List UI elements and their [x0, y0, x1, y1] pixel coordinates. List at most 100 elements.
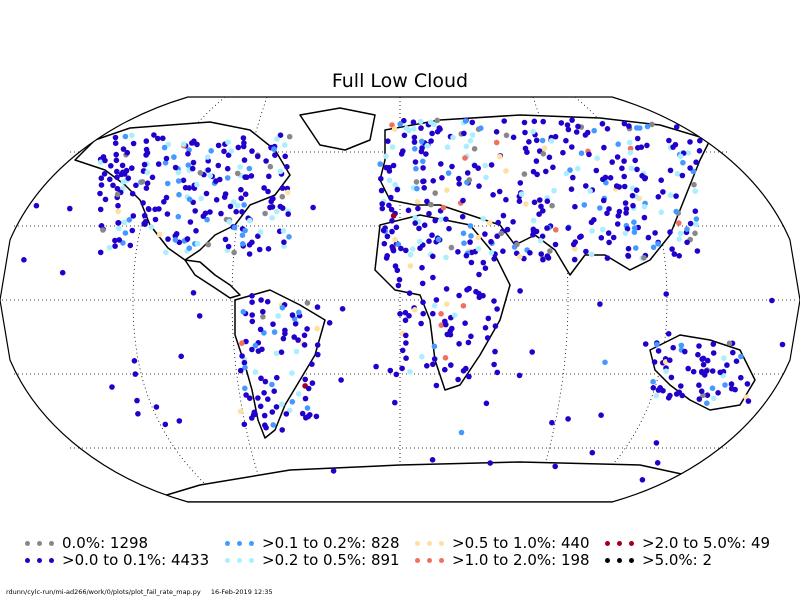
station-marker — [644, 142, 650, 149]
station-marker — [426, 210, 432, 217]
station-marker — [431, 343, 438, 350]
station-marker — [468, 333, 474, 340]
station-marker — [674, 171, 681, 177]
station-marker — [403, 355, 409, 362]
station-marker — [552, 133, 559, 140]
station-marker — [514, 241, 520, 248]
station-marker — [431, 302, 438, 309]
station-marker — [116, 225, 122, 232]
station-marker — [443, 254, 449, 261]
station-marker — [213, 197, 220, 203]
station-marker — [654, 341, 660, 348]
station-marker — [627, 149, 634, 156]
station-marker — [491, 298, 497, 304]
station-marker — [433, 297, 440, 303]
station-marker — [403, 332, 409, 339]
legend-marker — [222, 556, 256, 566]
station-marker — [610, 234, 617, 241]
station-marker — [389, 244, 396, 250]
station-marker — [133, 182, 139, 189]
station-marker — [377, 161, 384, 167]
station-marker — [275, 313, 282, 319]
station-marker — [584, 129, 591, 136]
station-marker — [131, 358, 138, 364]
station-marker — [230, 199, 237, 205]
station-marker — [521, 119, 528, 126]
station-marker — [397, 121, 404, 127]
station-marker — [249, 312, 255, 318]
station-marker — [577, 234, 583, 240]
station-marker — [413, 179, 420, 185]
station-marker — [129, 227, 136, 234]
station-marker — [602, 174, 609, 181]
station-marker — [724, 362, 730, 368]
station-marker — [430, 253, 436, 260]
station-marker — [730, 349, 736, 356]
station-marker — [527, 250, 533, 256]
station-marker — [407, 369, 413, 375]
station-marker — [186, 185, 192, 191]
station-marker — [225, 243, 232, 250]
station-marker — [614, 154, 621, 160]
station-marker — [144, 169, 151, 176]
station-marker — [140, 200, 146, 206]
station-marker — [279, 427, 286, 433]
station-marker — [135, 411, 141, 417]
station-marker — [378, 175, 384, 182]
station-marker — [187, 219, 194, 225]
station-marker — [464, 170, 471, 176]
station-marker — [516, 372, 523, 379]
station-marker — [466, 373, 472, 380]
station-marker — [665, 395, 672, 401]
station-marker — [115, 220, 122, 226]
station-marker — [545, 255, 552, 261]
station-marker — [665, 331, 672, 337]
station-marker — [151, 132, 157, 138]
station-marker — [710, 350, 717, 356]
station-marker — [247, 217, 253, 224]
station-marker — [129, 132, 135, 139]
station-marker — [670, 344, 676, 351]
station-marker — [124, 149, 131, 156]
station-marker — [631, 225, 638, 231]
station-marker — [386, 202, 392, 209]
station-marker — [172, 164, 179, 171]
station-marker — [744, 381, 751, 387]
station-marker — [533, 158, 540, 164]
station-marker — [379, 201, 386, 207]
station-marker — [412, 220, 419, 226]
station-marker — [125, 175, 132, 181]
station-marker — [687, 220, 694, 227]
station-marker — [435, 236, 442, 243]
station-marker — [185, 151, 191, 157]
station-marker — [385, 138, 391, 144]
station-marker — [286, 133, 293, 140]
station-marker — [490, 192, 496, 198]
station-marker — [416, 238, 423, 245]
station-marker — [394, 267, 401, 274]
station-marker — [197, 170, 204, 176]
station-marker — [241, 157, 248, 163]
station-marker — [373, 363, 379, 370]
station-marker — [600, 197, 607, 204]
station-marker — [634, 125, 640, 131]
station-marker — [259, 346, 265, 353]
station-marker — [389, 228, 395, 235]
legend-label: >0.5 to 1.0%: 440 — [452, 534, 590, 552]
station-marker — [655, 348, 662, 354]
station-marker — [433, 382, 440, 389]
station-marker — [132, 371, 139, 377]
station-marker — [205, 241, 212, 248]
station-marker — [277, 132, 284, 138]
station-marker — [301, 342, 308, 348]
plot-timestamp: 16-Feb-2019 12:35 — [210, 588, 273, 596]
station-marker — [699, 356, 705, 362]
station-marker — [619, 165, 625, 172]
station-marker — [299, 410, 306, 417]
station-marker — [570, 241, 577, 248]
station-marker — [488, 162, 495, 168]
script-path: rdunn/cylc-run/mi-ad266/work/0/plots/plo… — [6, 588, 201, 596]
station-marker — [399, 365, 405, 372]
station-marker — [644, 123, 651, 130]
